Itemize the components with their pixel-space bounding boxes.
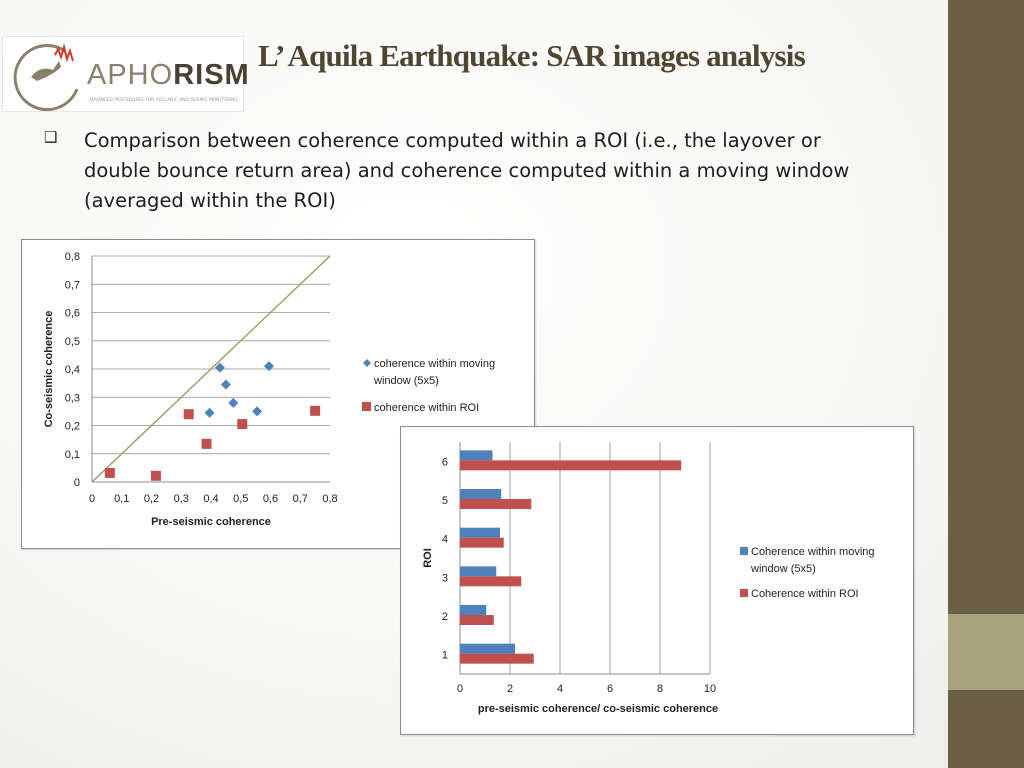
y-tick-label: 2 bbox=[442, 611, 448, 623]
bar-chart-panel: 0 2 4 6 8 10 1 2 3 4 5 6 pre-seismic coherence/ co-s… bbox=[400, 426, 914, 735]
y-tick-label: 0,5 bbox=[65, 336, 80, 348]
y-tick-label: 0,2 bbox=[65, 421, 80, 433]
aphorism-logo: APHORISM ADVANCED PROCEDURES FOR VOLCANI… bbox=[2, 36, 249, 112]
y-tick-label: 6 bbox=[442, 456, 448, 468]
slide-title: L’ Aquila Earthquake: SAR images analysi… bbox=[258, 38, 806, 73]
x-tick-label: 0 bbox=[457, 683, 463, 695]
data-point-roi bbox=[237, 419, 248, 430]
bar-moving-window bbox=[460, 643, 515, 654]
bar-roi bbox=[460, 460, 682, 471]
x-tick-label: 0,1 bbox=[114, 493, 129, 505]
x-tick-label: 0,5 bbox=[233, 493, 248, 505]
y-tick-label: 0,6 bbox=[65, 308, 80, 320]
legend-label-moving-window-line1: coherence within moving bbox=[374, 358, 495, 370]
bar-moving-window bbox=[460, 566, 497, 577]
data-point-roi bbox=[310, 405, 321, 416]
bar-roi bbox=[460, 576, 522, 587]
data-point-roi bbox=[183, 409, 194, 420]
logo-wordmark: APHORISM bbox=[87, 59, 250, 91]
legend-marker-roi bbox=[740, 589, 748, 597]
sidebar-accent-block bbox=[948, 614, 1024, 690]
legend-marker-moving-window bbox=[363, 359, 371, 367]
bar-moving-window bbox=[460, 527, 500, 538]
y-tick-label: 1 bbox=[442, 650, 448, 662]
legend-label-moving-window-line2: window (5x5) bbox=[750, 563, 816, 575]
x-tick-label: 0 bbox=[89, 493, 95, 505]
scatter-chart: 0 0,1 0,2 0,3 0,4 0,5 0,6 0,7 0,8 0 0,1 0,2 0,3 0,4 0,… bbox=[43, 251, 495, 528]
data-point-moving-window bbox=[220, 379, 231, 390]
logo-emblem-icon bbox=[13, 43, 79, 111]
bar-moving-window bbox=[460, 605, 487, 615]
legend-marker-roi bbox=[362, 402, 371, 411]
x-tick-label: 0,3 bbox=[174, 493, 189, 505]
bar-roi bbox=[460, 537, 504, 548]
bar-roi bbox=[460, 615, 494, 625]
data-point-moving-window bbox=[264, 361, 275, 372]
x-tick-label: 8 bbox=[657, 683, 663, 695]
data-point-moving-window bbox=[228, 397, 239, 408]
x-axis-label: Pre-seismic coherence bbox=[151, 516, 271, 528]
x-tick-label: 2 bbox=[507, 683, 513, 695]
x-tick-label: 0,7 bbox=[293, 493, 308, 505]
data-point-moving-window bbox=[252, 406, 263, 417]
x-tick-label: 10 bbox=[704, 683, 716, 695]
x-tick-label: 0,2 bbox=[144, 493, 159, 505]
legend-label-moving-window-line2: window (5x5) bbox=[373, 375, 439, 387]
y-tick-label: 0 bbox=[74, 477, 80, 489]
bullet-text: Comparison between coherence computed wi… bbox=[84, 129, 850, 212]
logo-tagline: ADVANCED PROCEDURES FOR VOLCANIC AND SEI… bbox=[89, 97, 238, 102]
y-axis-label: Co-seismic coherence bbox=[43, 311, 55, 428]
hollow-square-bullet-icon: ❑ bbox=[44, 128, 58, 146]
data-point-roi bbox=[201, 438, 212, 449]
x-tick-label: 0,8 bbox=[322, 493, 337, 505]
y-tick-label: 0,1 bbox=[65, 449, 80, 461]
y-tick-label: 0,7 bbox=[65, 279, 80, 291]
y-tick-label: 4 bbox=[442, 534, 448, 546]
bar-roi bbox=[460, 499, 532, 509]
data-point-moving-window bbox=[204, 407, 215, 418]
x-tick-label: 0,4 bbox=[203, 493, 218, 505]
x-tick-label: 6 bbox=[607, 683, 613, 695]
bar-moving-window bbox=[460, 489, 502, 499]
y-tick-label: 0,3 bbox=[65, 392, 80, 404]
bar-roi bbox=[460, 653, 534, 664]
reference-diagonal-line bbox=[91, 255, 331, 483]
y-tick-label: 3 bbox=[442, 572, 448, 584]
x-tick-label: 4 bbox=[557, 683, 563, 695]
bar-moving-window bbox=[460, 450, 493, 461]
y-tick-label: 5 bbox=[442, 495, 448, 507]
data-point-roi bbox=[150, 470, 161, 481]
legend-marker-moving-window bbox=[740, 547, 748, 555]
y-tick-label: 0,4 bbox=[65, 364, 80, 376]
legend-label-roi: coherence within ROI bbox=[374, 402, 479, 414]
data-point-moving-window bbox=[214, 362, 225, 373]
y-axis-label: ROI bbox=[422, 548, 434, 568]
data-point-roi bbox=[104, 467, 115, 478]
x-axis-label: pre-seismic coherence/ co-seismic cohere… bbox=[478, 703, 718, 715]
x-tick-label: 0,6 bbox=[263, 493, 278, 505]
legend-label-moving-window-line1: Coherence within moving bbox=[751, 546, 875, 558]
legend-label-roi: Coherence within ROI bbox=[751, 588, 859, 600]
y-tick-label: 0,8 bbox=[65, 251, 80, 263]
